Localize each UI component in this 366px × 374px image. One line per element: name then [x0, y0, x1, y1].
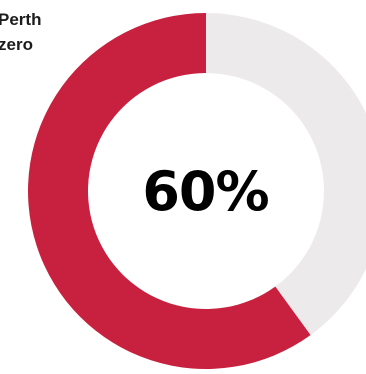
chart-label: Perth zero	[0, 7, 41, 57]
donut-slice-filled	[27, 13, 311, 370]
chart-label-line-2: zero	[0, 35, 33, 54]
center-percentage-label: 60%	[142, 160, 269, 223]
donut-slice-remainder	[206, 13, 366, 336]
chart-label-line-1: Perth	[0, 10, 42, 29]
